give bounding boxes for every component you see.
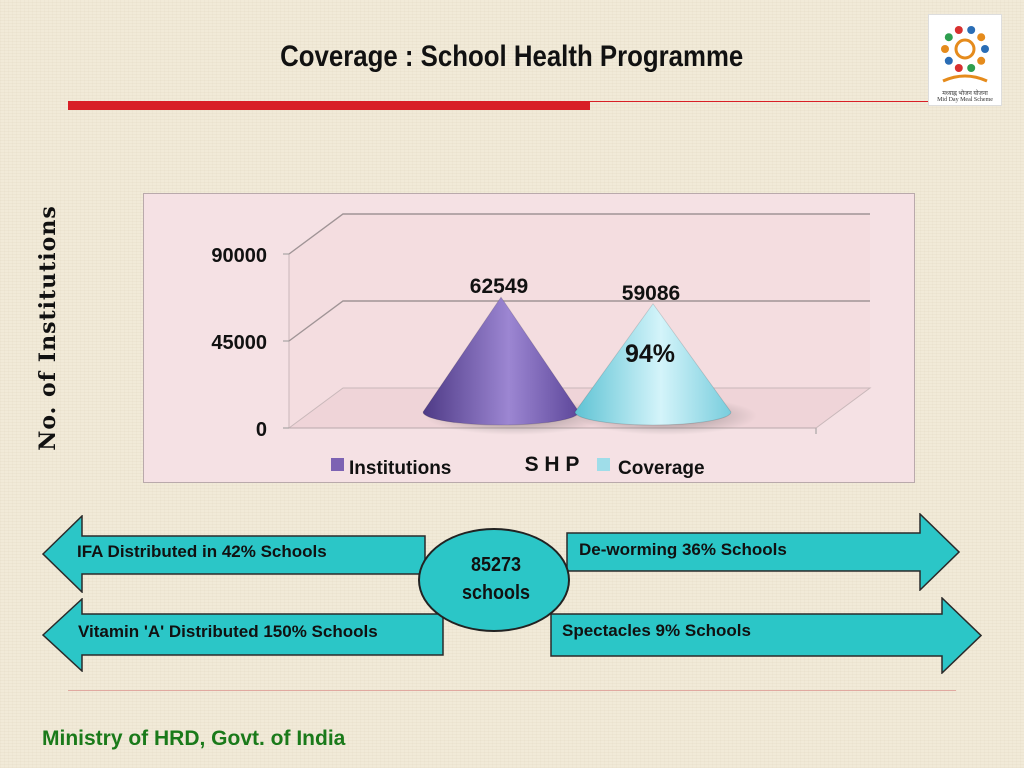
legend-label-coverage: Coverage <box>618 458 705 479</box>
logo-person-icon <box>967 64 976 72</box>
data-label-coverage: 59086 <box>622 282 680 305</box>
logo-person-icon <box>941 45 949 53</box>
y-axis-title: No. of Institutions <box>35 205 61 451</box>
legend-label-institutions: Institutions <box>349 458 451 479</box>
logo-person-icon <box>954 64 963 72</box>
callout-arrow-shape <box>550 596 983 675</box>
logo-person-icon <box>944 33 953 42</box>
logo-person-icon <box>977 33 986 42</box>
total-schools-count: 85273 <box>470 554 522 576</box>
callout-4: Spectacles 9% Schools <box>550 596 983 675</box>
gridline <box>288 213 870 255</box>
callout-text: Vitamin 'A' Distributed 150% Schools <box>78 622 378 641</box>
title-underline-line <box>590 101 928 102</box>
legend-swatch-coverage <box>597 458 610 471</box>
data-label-institutions: 62549 <box>470 275 528 298</box>
callout-text: De-worming 36% Schools <box>579 540 787 559</box>
x-category-label: S H P <box>525 453 580 476</box>
coverage-percent-annotation: 94% <box>625 340 675 368</box>
footer-text: Ministry of HRD, Govt. of India <box>42 727 346 750</box>
legend-swatch-institutions <box>331 458 344 471</box>
slide-title: Coverage : School Health Programme <box>280 40 744 73</box>
title-underline-bar <box>68 101 590 110</box>
total-schools-label: schools <box>461 582 531 604</box>
callout-text: IFA Distributed in 42% Schools <box>77 542 327 561</box>
cone-chart: 0 45000 90000 62549 59086 94% Institutions Co… <box>211 213 872 479</box>
y-tick-label: 45000 <box>211 332 267 354</box>
y-tick-label: 0 <box>256 419 267 441</box>
logo-caption: मध्याह्न भोजन योजना Mid Day Meal Scheme <box>937 91 993 103</box>
callout-arrow-shape <box>566 512 961 592</box>
total-schools-ellipse: 85273 schools <box>418 528 570 632</box>
callout-3: De-worming 36% Schools <box>566 512 961 592</box>
callout-1: IFA Distributed in 42% Schools <box>41 514 426 594</box>
logo-emblem-icon <box>941 26 989 83</box>
cone-coverage <box>574 303 732 426</box>
callout-text: Spectacles 9% Schools <box>562 621 751 640</box>
y-tick-label: 90000 <box>211 245 267 267</box>
footer-divider <box>68 690 956 691</box>
chart-area: 0 45000 90000 62549 59086 94% Institutions Co… <box>143 193 915 483</box>
callout-arrow-shape <box>41 597 444 673</box>
callout-arrow-shape <box>41 514 426 594</box>
logo-person-icon <box>967 26 976 34</box>
cone-institutions <box>422 296 580 426</box>
callout-2: Vitamin 'A' Distributed 150% Schools <box>41 597 444 673</box>
chart-back-wall <box>289 214 870 428</box>
gridline <box>288 300 870 342</box>
logo-person-icon <box>981 45 989 53</box>
logo-person-icon <box>977 56 986 65</box>
mid-day-meal-logo: मध्याह्न भोजन योजना Mid Day Meal Scheme <box>928 14 1002 106</box>
logo-person-icon <box>944 56 953 65</box>
logo-person-icon <box>954 26 963 34</box>
